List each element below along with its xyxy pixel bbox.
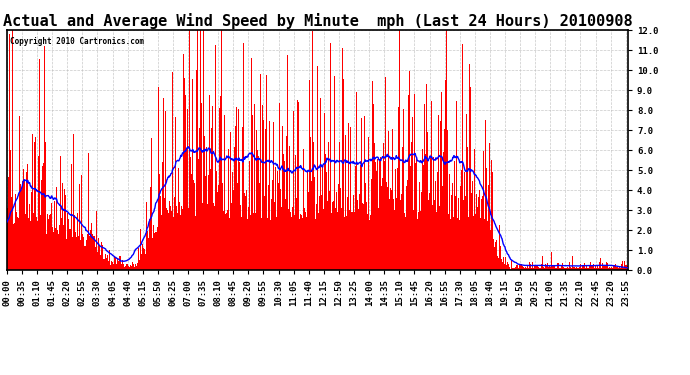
Title: Actual and Average Wind Speed by Minute  mph (Last 24 Hours) 20100908: Actual and Average Wind Speed by Minute … (3, 13, 632, 29)
Text: Copyright 2010 Cartronics.com: Copyright 2010 Cartronics.com (10, 37, 144, 46)
